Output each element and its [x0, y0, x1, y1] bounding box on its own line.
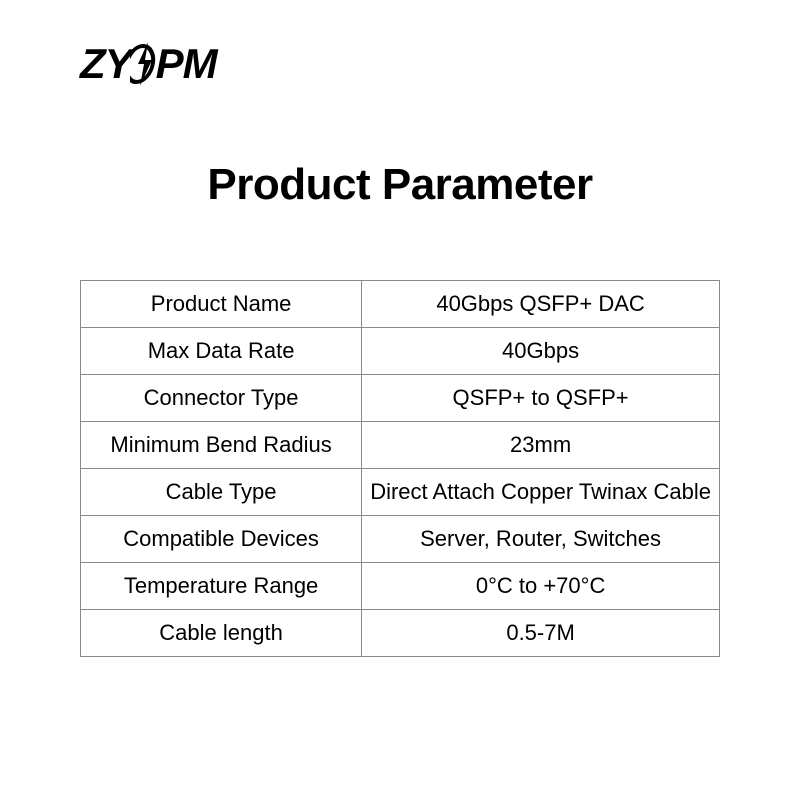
param-value: 0°C to +70°C [362, 563, 720, 610]
table-row: Compatible Devices Server, Router, Switc… [81, 516, 720, 563]
table-row: Cable Type Direct Attach Copper Twinax C… [81, 469, 720, 516]
logo-text-left: ZY [80, 40, 132, 88]
param-value: Direct Attach Copper Twinax Cable [362, 469, 720, 516]
param-label: Product Name [81, 281, 362, 328]
param-value: 40Gbps [362, 328, 720, 375]
table-row: Cable length 0.5-7M [81, 610, 720, 657]
table-row: Temperature Range 0°C to +70°C [81, 563, 720, 610]
logo-text-right: PM [156, 40, 217, 88]
param-value: 0.5-7M [362, 610, 720, 657]
param-label: Connector Type [81, 375, 362, 422]
param-label: Cable length [81, 610, 362, 657]
param-value: Server, Router, Switches [362, 516, 720, 563]
table-row: Max Data Rate 40Gbps [81, 328, 720, 375]
param-label: Compatible Devices [81, 516, 362, 563]
brand-logo: ZY PM [80, 40, 217, 88]
param-label: Minimum Bend Radius [81, 422, 362, 469]
param-value: 23mm [362, 422, 720, 469]
parameter-table: Product Name 40Gbps QSFP+ DAC Max Data R… [80, 280, 720, 657]
param-value: QSFP+ to QSFP+ [362, 375, 720, 422]
table-row: Product Name 40Gbps QSFP+ DAC [81, 281, 720, 328]
table-row: Minimum Bend Radius 23mm [81, 422, 720, 469]
param-label: Max Data Rate [81, 328, 362, 375]
parameter-table-body: Product Name 40Gbps QSFP+ DAC Max Data R… [81, 281, 720, 657]
param-value: 40Gbps QSFP+ DAC [362, 281, 720, 328]
table-row: Connector Type QSFP+ to QSFP+ [81, 375, 720, 422]
lightning-bolt-icon [130, 40, 158, 88]
page-title: Product Parameter [0, 160, 800, 210]
param-label: Cable Type [81, 469, 362, 516]
param-label: Temperature Range [81, 563, 362, 610]
